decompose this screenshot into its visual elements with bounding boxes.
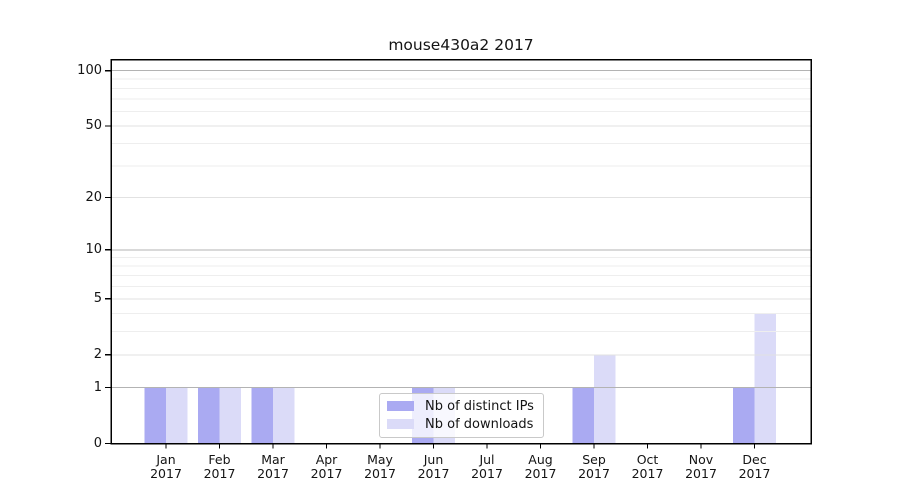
- x-tick-label-year: 2017: [578, 466, 610, 481]
- x-tick-label-month: May: [367, 451, 393, 467]
- x-tick-label-month: Aug: [528, 451, 553, 467]
- legend: Nb of distinct IPs Nb of downloads: [379, 393, 544, 438]
- y-tick-label: 100: [77, 62, 102, 78]
- legend-label-downloads: Nb of downloads: [425, 416, 534, 432]
- legend-swatch-distinct-ips-icon: [387, 400, 414, 412]
- legend-item-distinct-ips: Nb of distinct IPs: [387, 397, 534, 415]
- x-tick-label-month: Oct: [636, 451, 659, 467]
- x-tick-label: Sep 2017: [562, 451, 626, 482]
- x-tick-label-year: 2017: [203, 466, 236, 481]
- x-tick-label-year: 2017: [310, 466, 343, 481]
- x-tick-label-month: Nov: [688, 451, 714, 467]
- bar-distinct-ips: [144, 387, 166, 444]
- x-tick-label: Dec 2017: [723, 451, 787, 482]
- legend-label-distinct-ips: Nb of distinct IPs: [425, 398, 534, 414]
- x-tick-label-month: Sep: [582, 451, 606, 467]
- x-tick-label-year: 2017: [738, 466, 771, 481]
- y-tick-label: 5: [93, 290, 102, 306]
- bar-downloads: [219, 387, 241, 444]
- x-tick-label-month: Jan: [156, 451, 176, 467]
- x-tick-label-year: 2017: [524, 466, 557, 481]
- x-tick-label: Nov 2017: [669, 451, 733, 482]
- x-tick-label-month: Jun: [423, 451, 444, 467]
- x-tick-label-year: 2017: [685, 466, 717, 481]
- x-tick-label-year: 2017: [364, 466, 396, 481]
- bar-downloads: [754, 313, 776, 444]
- x-tick-label: Aug 2017: [509, 451, 573, 482]
- x-tick-label: May 2017: [348, 451, 412, 482]
- bar-distinct-ips: [572, 387, 594, 444]
- plot-frame: [110, 58, 812, 445]
- x-tick-label-month: Feb: [208, 451, 231, 467]
- y-tick-label: 1: [93, 379, 102, 395]
- x-tick-label-year: 2017: [631, 466, 664, 481]
- x-tick-label-month: Jul: [479, 451, 495, 467]
- y-tick-label: 50: [85, 117, 102, 133]
- x-tick-label: Jul 2017: [455, 451, 519, 482]
- x-tick-label-year: 2017: [150, 466, 182, 481]
- x-tick-label: Jun 2017: [402, 451, 466, 482]
- y-tick-label: 2: [93, 346, 102, 362]
- bar-distinct-ips: [251, 387, 273, 444]
- x-tick-label-year: 2017: [417, 466, 450, 481]
- y-tick-label: 20: [85, 189, 102, 205]
- bar-downloads: [166, 387, 188, 444]
- legend-swatch-downloads-icon: [387, 418, 414, 430]
- x-tick-label-year: 2017: [471, 466, 503, 481]
- bar-distinct-ips: [733, 387, 755, 444]
- bar-distinct-ips: [198, 387, 220, 444]
- x-tick-label-month: Apr: [315, 451, 338, 467]
- x-tick-label: Apr 2017: [295, 451, 359, 482]
- x-tick-label: Feb 2017: [188, 451, 252, 482]
- y-tick-label: 10: [85, 241, 102, 257]
- legend-item-downloads: Nb of downloads: [387, 415, 534, 433]
- bar-downloads: [273, 387, 295, 444]
- bar-downloads: [594, 354, 616, 444]
- y-tick-label: 0: [93, 435, 102, 451]
- x-tick-label: Jan 2017: [134, 451, 198, 482]
- chart-title: mouse430a2 2017: [388, 36, 534, 54]
- x-tick-label: Oct 2017: [616, 451, 680, 482]
- x-tick-label: Mar 2017: [241, 451, 305, 482]
- x-tick-label-year: 2017: [257, 466, 289, 481]
- x-tick-label-month: Dec: [742, 451, 767, 467]
- x-tick-label-month: Mar: [261, 451, 285, 467]
